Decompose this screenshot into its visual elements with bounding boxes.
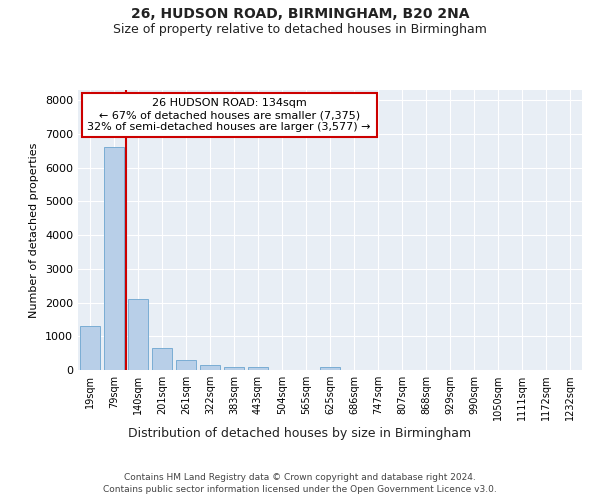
Bar (128, 299, 148, 370)
Text: Contains public sector information licensed under the Open Government Licence v3: Contains public sector information licen… (103, 485, 497, 494)
Bar (152, 348, 172, 370)
Y-axis label: Number of detached properties: Number of detached properties (29, 142, 40, 318)
Text: Size of property relative to detached houses in Birmingham: Size of property relative to detached ho… (113, 22, 487, 36)
Bar (248, 368, 268, 370)
Bar (176, 360, 196, 370)
Bar (200, 365, 220, 370)
Text: Distribution of detached houses by size in Birmingham: Distribution of detached houses by size … (128, 428, 472, 440)
Bar (224, 368, 244, 370)
Text: Contains HM Land Registry data © Crown copyright and database right 2024.: Contains HM Land Registry data © Crown c… (124, 472, 476, 482)
Bar (80, 326, 100, 370)
Bar (104, 148, 124, 370)
Bar (320, 368, 340, 370)
Text: 26 HUDSON ROAD: 134sqm
← 67% of detached houses are smaller (7,375)
32% of semi-: 26 HUDSON ROAD: 134sqm ← 67% of detached… (88, 98, 371, 132)
Text: 26, HUDSON ROAD, BIRMINGHAM, B20 2NA: 26, HUDSON ROAD, BIRMINGHAM, B20 2NA (131, 8, 469, 22)
